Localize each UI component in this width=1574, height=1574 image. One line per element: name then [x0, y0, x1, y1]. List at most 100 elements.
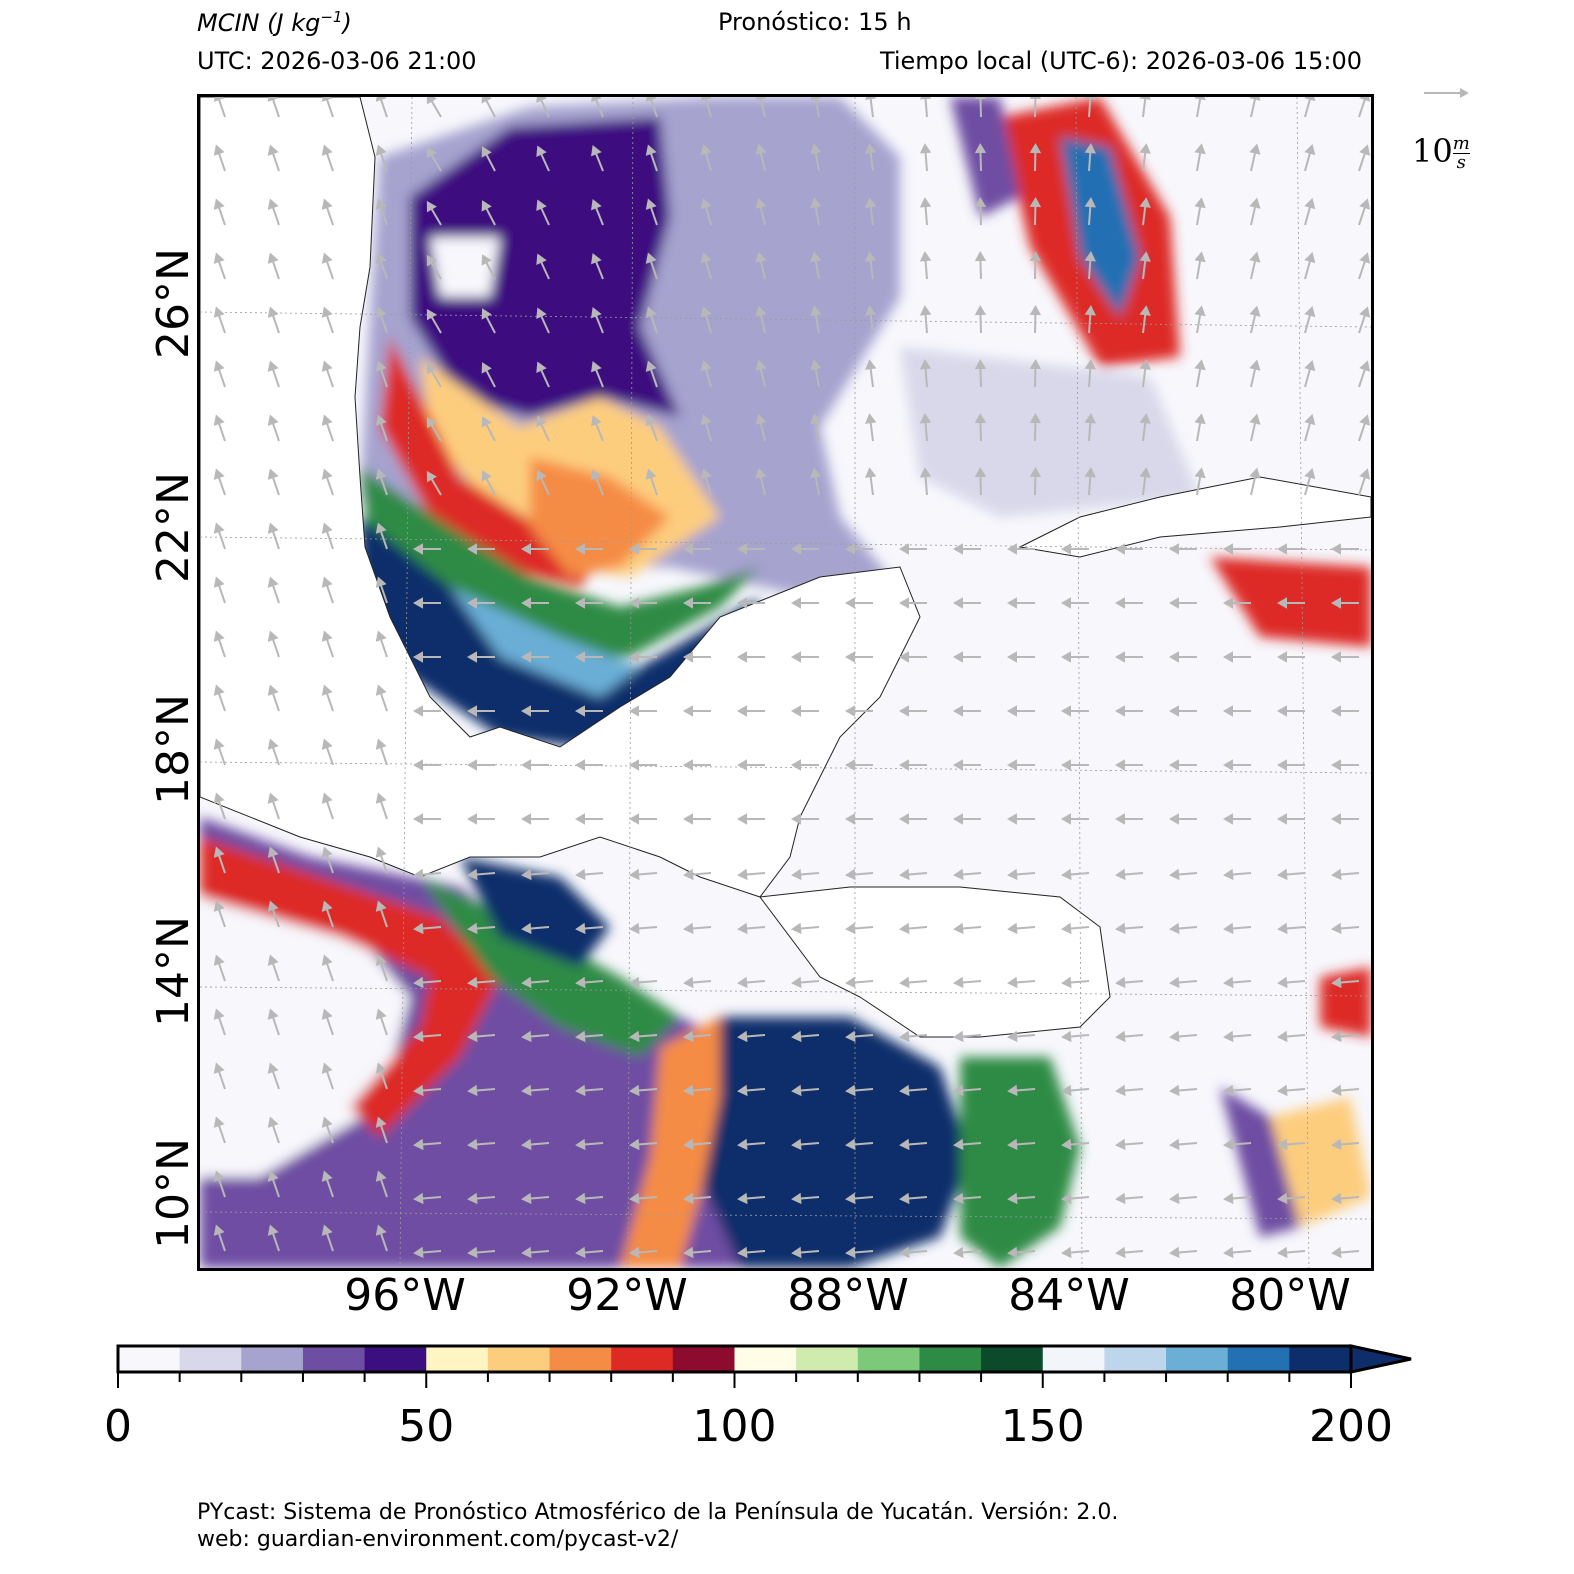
wind-arrow [1088, 97, 1092, 118]
lon-label-80w: 80°W [1229, 1270, 1351, 1321]
wind-arrow-head [953, 1030, 964, 1043]
wind-arrow-head [575, 1246, 586, 1259]
wind-arrow-head [755, 143, 767, 155]
wind-arrow-head [536, 253, 547, 266]
wind-arrow-head [1194, 251, 1206, 263]
wind-arrow [924, 97, 928, 118]
colorbar-segment [179, 1346, 242, 1372]
wind-arrow-head [1007, 976, 1018, 989]
wind-arrow-head [1169, 976, 1180, 989]
colorbar-tick-label: 100 [692, 1401, 777, 1452]
wind-arrow-head [755, 467, 767, 479]
wind-arrow-head [645, 306, 657, 318]
wind-arrow-head [267, 630, 279, 642]
wind-arrow-head [574, 651, 585, 663]
wind-arrow-head [974, 142, 987, 154]
wind-arrow-head [1330, 813, 1341, 825]
wind-arrow-head [1304, 144, 1316, 156]
lon-label-88w: 88°W [787, 1270, 909, 1321]
wind-arrow-head [412, 759, 423, 771]
wind-arrow-head [1330, 759, 1341, 771]
wind-arrow-head [321, 252, 333, 264]
wind-arrow-head [375, 1224, 387, 1236]
wind-arrow [1250, 97, 1257, 118]
wind-arrow-head [845, 1246, 856, 1259]
wind-arrow-head [953, 868, 964, 881]
wind-arrow-head [1194, 467, 1206, 479]
wind-arrow-head [426, 200, 437, 213]
wind-arrow-head [1061, 1084, 1072, 1097]
wind-arrow-head [1006, 759, 1017, 771]
honduras-green [960, 1057, 1080, 1268]
wind-arrow-head [1194, 143, 1206, 155]
wind-arrow-head [919, 97, 932, 100]
wind-arrow-head [1029, 97, 1042, 100]
wind-arrow-head [737, 1246, 748, 1259]
wind-arrow-head [810, 197, 822, 209]
wind-arrow-head [267, 1116, 279, 1128]
wind-arrow-head [1029, 412, 1042, 424]
colorbar-tick-label: 150 [1000, 1401, 1085, 1452]
wind-arrow-head [953, 1084, 964, 1097]
wind-arrow-head [899, 1246, 910, 1259]
wind-arrow-head [1007, 922, 1018, 935]
wind-arrow-head [737, 1030, 748, 1043]
wind-arrow-head [426, 416, 437, 429]
wind-arrow-head [521, 1138, 532, 1151]
wind-arrow [649, 97, 658, 118]
wind-arrow-head [267, 414, 279, 426]
wind-arrow-head [1194, 305, 1206, 317]
wind-arrow-head [736, 651, 747, 663]
wind-arrow-head [810, 143, 822, 155]
wind-arrow-head [1223, 976, 1234, 989]
wind-arrow-head [1223, 1246, 1234, 1259]
wind-arrow-head [574, 597, 585, 609]
wind-arrow-head [466, 651, 477, 663]
wind-arrow-head [919, 251, 932, 262]
wind-arrow-head [1277, 1192, 1288, 1205]
wind-arrow-head [321, 1062, 333, 1074]
wind-arrow-head [1115, 922, 1126, 935]
wind-arrow-head [213, 97, 225, 102]
wind-arrow-head [321, 522, 333, 534]
wind-arrow-head [321, 360, 333, 372]
wind-arrow-head [521, 1084, 532, 1097]
wind-arrow-head [865, 143, 877, 154]
wind-arrow-head [213, 900, 225, 912]
wind-arrow-head [520, 705, 531, 717]
wind-arrow-head [213, 468, 225, 480]
gulf-lightblue [450, 587, 640, 697]
wind-arrow-head [1168, 597, 1179, 609]
wind-arrow-head [1277, 1246, 1288, 1259]
wind-arrow-head [952, 651, 963, 663]
wind-arrow-head [1330, 597, 1341, 609]
wind-arrow-head [1223, 1084, 1234, 1097]
wind-arrow-head [791, 1084, 802, 1097]
wind-arrow-head [1061, 1030, 1072, 1043]
wind-arrow-head [575, 1138, 586, 1151]
wind-arrow-head [213, 576, 225, 588]
wind-arrow-head [1330, 705, 1341, 717]
wind-arrow-head [267, 846, 279, 858]
wind-arrow-head [591, 306, 602, 319]
wind-arrow-head [683, 1084, 694, 1097]
wind-arrow-head [1222, 813, 1233, 825]
wind-arrow-head [467, 922, 478, 935]
wind-arrow-head [645, 360, 657, 372]
wind-arrow-head [810, 467, 822, 479]
wind-arrow-head [845, 976, 856, 989]
wind-arrow-head [844, 543, 855, 555]
wind-arrow-head [1304, 252, 1316, 264]
wind-arrow-head [466, 813, 477, 825]
wind-arrow-head [844, 597, 855, 609]
wind-arrow-head [375, 144, 387, 156]
wind-arrow-head [1249, 413, 1261, 425]
wind-arrow-head [974, 358, 987, 370]
wind-arrow-head [575, 976, 586, 989]
wind-arrow-head [466, 759, 477, 771]
wind-arrow-head [629, 1192, 640, 1205]
colorbar-segment [426, 1346, 489, 1372]
wind-arrow-head [899, 1138, 910, 1151]
wind-arrow-head [1304, 198, 1316, 210]
wind-arrow-head [1222, 705, 1233, 717]
